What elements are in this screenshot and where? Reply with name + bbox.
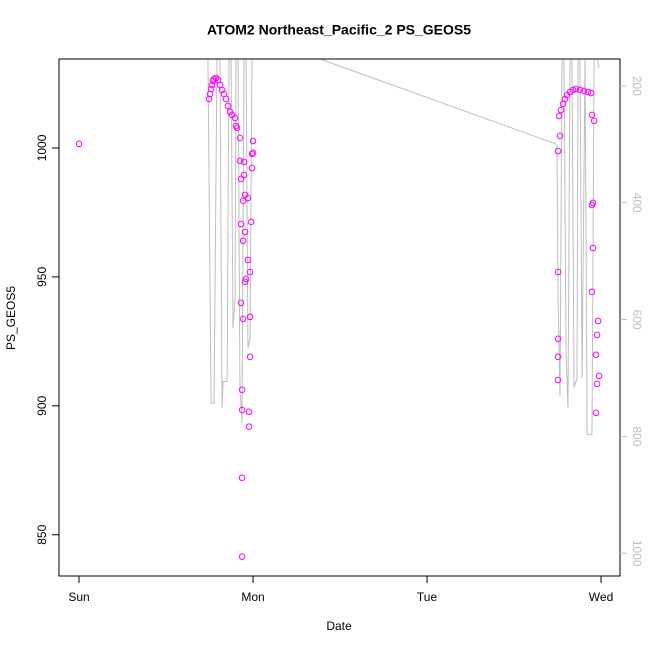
- data-point: [244, 194, 252, 202]
- x-tick-label: Sun: [68, 590, 89, 604]
- y-tick-label: 1000: [35, 134, 49, 161]
- data-point: [242, 275, 250, 283]
- data-point: [554, 353, 562, 361]
- data-point: [239, 197, 247, 205]
- data-point: [218, 86, 226, 94]
- series-line: [207, 59, 600, 436]
- plot-area: [75, 59, 603, 560]
- data-point: [554, 268, 562, 276]
- data-point: [236, 157, 244, 165]
- x-tick-label: Mon: [241, 590, 264, 604]
- data-point: [238, 474, 246, 482]
- data-point: [561, 95, 569, 103]
- data-point: [595, 372, 603, 380]
- y2-tick-label: 800: [630, 426, 644, 446]
- data-point: [593, 331, 601, 339]
- data-point: [556, 132, 564, 140]
- data-point: [237, 175, 245, 183]
- plot-frame: [58, 58, 621, 577]
- data-point: [238, 386, 246, 394]
- data-point: [569, 86, 577, 94]
- data-point: [554, 335, 562, 343]
- data-point: [240, 171, 248, 179]
- data-point: [237, 220, 245, 228]
- chart-title: ATOM2 Northeast_Pacific_2 PS_GEOS5: [207, 22, 471, 38]
- y2-tick-label: 600: [630, 310, 644, 330]
- data-point: [584, 88, 592, 96]
- data-point: [241, 278, 249, 286]
- data-point: [555, 112, 563, 120]
- data-point: [588, 111, 596, 119]
- y2-tick-label: 400: [630, 193, 644, 213]
- data-point: [249, 137, 257, 145]
- data-point: [592, 409, 600, 417]
- data-point: [246, 353, 254, 361]
- data-point: [231, 114, 239, 122]
- data-point: [222, 95, 230, 103]
- data-point: [576, 86, 584, 94]
- data-point: [248, 164, 256, 172]
- data-point: [238, 553, 246, 560]
- data-point: [241, 228, 249, 236]
- y2-tick-label: 1000: [630, 540, 644, 567]
- data-point: [557, 106, 565, 114]
- data-point: [588, 288, 596, 296]
- data-point: [239, 315, 247, 323]
- data-point: [587, 89, 595, 97]
- data-point: [554, 147, 562, 155]
- data-point: [572, 85, 580, 93]
- data-point: [592, 351, 600, 359]
- y-tick-label: 850: [35, 524, 49, 544]
- data-point: [208, 81, 216, 89]
- data-point: [249, 149, 257, 157]
- data-point: [75, 140, 83, 148]
- data-point: [580, 87, 588, 95]
- y-axis-label: PS_GEOS5: [4, 286, 18, 350]
- data-point: [246, 268, 254, 276]
- data-point: [205, 95, 213, 103]
- data-point: [248, 150, 256, 158]
- x-axis-label: Date: [326, 619, 352, 633]
- data-point: [590, 117, 598, 125]
- x-tick-label: Wed: [589, 590, 613, 604]
- y-tick-label: 950: [35, 267, 49, 287]
- y-tick-label: 900: [35, 395, 49, 415]
- data-point: [594, 317, 602, 325]
- data-point: [589, 244, 597, 252]
- x-tick-label: Tue: [417, 590, 438, 604]
- data-point: [245, 423, 253, 431]
- data-point: [240, 158, 248, 166]
- data-point: [212, 74, 220, 82]
- data-point: [244, 256, 252, 264]
- data-point: [236, 134, 244, 142]
- data-point: [239, 237, 247, 245]
- data-point: [593, 380, 601, 388]
- data-point: [233, 124, 241, 132]
- data-point: [237, 299, 245, 307]
- data-point: [247, 218, 255, 226]
- data-point: [224, 102, 232, 110]
- data-point: [238, 406, 246, 414]
- data-point: [554, 376, 562, 384]
- data-point: [207, 85, 215, 93]
- data-point: [245, 408, 253, 416]
- data-point: [246, 313, 254, 321]
- data-point: [588, 201, 596, 209]
- y2-tick-label: 200: [630, 76, 644, 96]
